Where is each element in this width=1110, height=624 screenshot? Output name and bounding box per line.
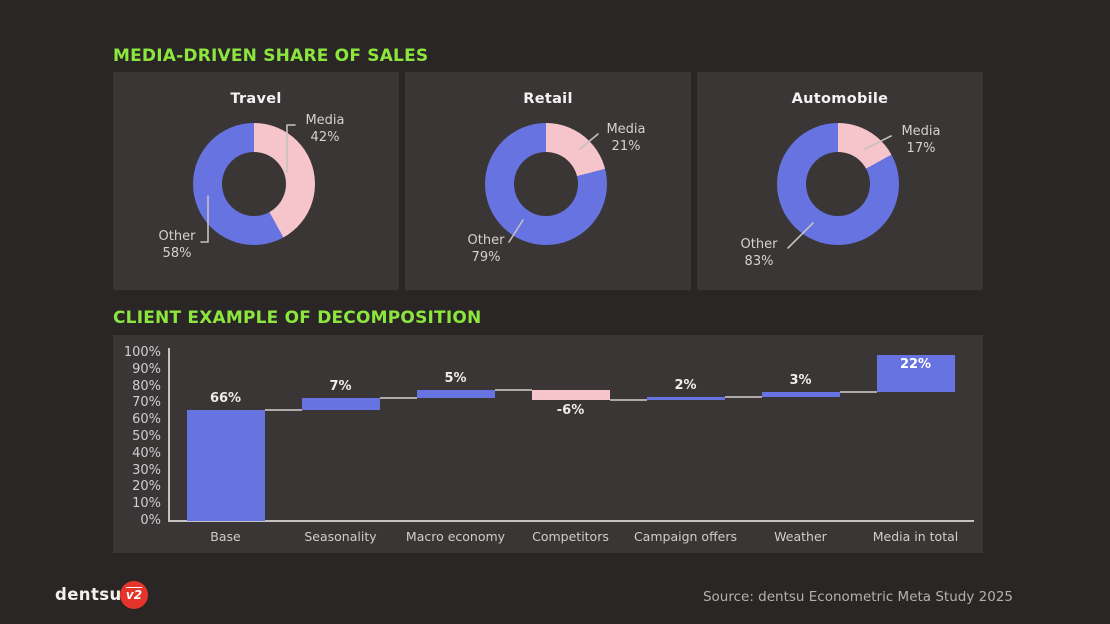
donut-panel-automobile: Automobile Media 17% Other 83%	[697, 72, 983, 290]
dentsu-logo-icon: v2	[120, 581, 148, 609]
x-axis-category-label: Seasonality	[304, 529, 377, 544]
y-axis-line	[168, 348, 170, 522]
y-axis-tick-label: 80%	[132, 378, 161, 394]
leader-lines	[200, 124, 296, 243]
y-axis-tick-label: 70%	[132, 395, 161, 411]
other-leader-line	[200, 195, 209, 243]
bar-value-label: 3%	[789, 372, 812, 388]
y-axis-tick-label: 50%	[132, 429, 161, 444]
dentsu-wordmark: dentsu	[55, 585, 122, 604]
source-text: Source: dentsu Econometric Meta Study 20…	[702, 589, 1013, 605]
section-title-decomposition: CLIENT EXAMPLE OF DECOMPOSITION	[113, 308, 482, 328]
donut-hole	[514, 152, 578, 216]
media-leader-line	[864, 135, 892, 150]
donut-hole	[222, 152, 286, 216]
donut-panels-row: Travel Media 42% Other 58% Retail	[113, 72, 983, 290]
media-slice-label: Media 17%	[886, 123, 956, 157]
connector-line	[839, 390, 877, 393]
media-leader-line	[286, 124, 296, 173]
leader-lines	[787, 135, 892, 249]
other-leader-line	[508, 219, 524, 243]
y-axis-tick-label: 100%	[123, 345, 161, 360]
media-slice-label: Media 42%	[290, 112, 360, 146]
other-value-text: 58%	[162, 246, 192, 261]
media-label-text: Media	[606, 122, 646, 137]
other-slice-label: Other 58%	[142, 228, 212, 262]
y-axis-tick-label: 60%	[132, 412, 161, 428]
bar-value-label: 7%	[329, 379, 352, 395]
y-axis-tick-label: 20%	[132, 479, 161, 495]
waterfall-bar	[416, 389, 495, 399]
bar-value-label: -6%	[556, 403, 585, 419]
media-label-text: Media	[901, 124, 941, 139]
other-value-text: 83%	[744, 254, 774, 269]
other-slice-label: Other 79%	[451, 232, 521, 266]
donut-panel-travel: Travel Media 42% Other 58%	[113, 72, 399, 290]
other-label-text: Other	[158, 229, 196, 244]
bar-value-label: 5%	[444, 370, 467, 386]
waterfall-bar	[876, 354, 955, 392]
donut-title-automobile: Automobile	[791, 91, 889, 107]
y-axis-tick-label: 30%	[132, 462, 161, 478]
y-axis-tick-label: 0%	[140, 513, 161, 528]
waterfall-bar	[531, 389, 610, 401]
media-value-text: 42%	[310, 130, 340, 145]
media-value-text: 21%	[611, 139, 641, 154]
waterfall-bar	[301, 398, 380, 411]
donut-chart-travel	[193, 123, 315, 245]
connector-line	[724, 395, 762, 398]
other-label-text: Other	[467, 233, 505, 248]
donut-hole	[806, 152, 870, 216]
other-slice-label: Other 83%	[724, 236, 794, 270]
x-axis-category-label: Macro economy	[405, 529, 506, 544]
bar-value-label: 22%	[899, 356, 932, 372]
connector-line	[264, 409, 302, 412]
media-leader-line	[579, 133, 599, 150]
logo-mark-text: v2	[125, 588, 143, 602]
media-slice-label: Media 21%	[591, 121, 661, 155]
media-label-text: Media	[305, 113, 345, 128]
y-axis-tick-label: 10%	[132, 496, 161, 512]
donut-title-travel: Travel	[230, 91, 282, 107]
connector-line	[609, 399, 647, 402]
bar-value-label: 2%	[674, 377, 697, 393]
x-axis-category-label: Base	[210, 529, 241, 544]
bar-value-label: 66%	[209, 391, 242, 407]
donut-title-retail: Retail	[523, 91, 573, 107]
x-axis-line	[168, 520, 974, 522]
other-label-text: Other	[740, 237, 778, 252]
x-axis-category-label: Campaign offers	[633, 529, 738, 544]
section-title-media-share: MEDIA-DRIVEN SHARE OF SALES	[113, 46, 429, 66]
donut-chart-automobile	[777, 123, 899, 245]
connector-line	[379, 397, 417, 400]
other-value-text: 79%	[471, 250, 501, 265]
donut-panel-retail: Retail Media 21% Other 79%	[405, 72, 691, 290]
y-axis-tick-label: 40%	[132, 445, 161, 461]
media-value-text: 17%	[906, 141, 936, 156]
other-leader-line	[787, 222, 814, 249]
waterfall-bar	[761, 391, 840, 397]
leader-lines	[508, 133, 599, 243]
waterfall-bar	[646, 396, 725, 401]
waterfall-chart-panel: 0% 10% 20% 30% 40% 50% 60% 70% 80% 90% 100% 66% Base…	[113, 335, 983, 553]
x-axis-category-label: Media in total	[872, 529, 959, 544]
y-axis-tick-label: 90%	[132, 361, 161, 377]
x-axis-category-label: Competitors	[532, 529, 609, 544]
waterfall-bar	[186, 410, 265, 521]
x-axis-category-label: Weather	[774, 529, 827, 544]
connector-line	[494, 388, 532, 391]
